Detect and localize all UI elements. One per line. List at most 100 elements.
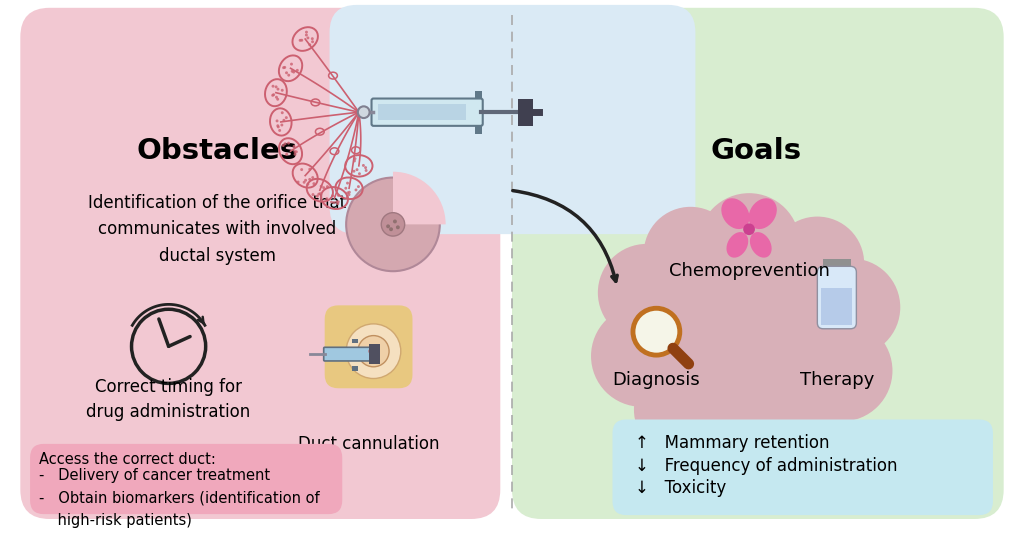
Circle shape	[323, 186, 326, 189]
Circle shape	[275, 96, 278, 99]
Circle shape	[336, 202, 339, 205]
Bar	[823, 259, 851, 270]
Circle shape	[750, 366, 847, 463]
Circle shape	[346, 181, 349, 185]
Text: Identification of the orifice that
communicates with involved
ductal system: Identification of the orifice that commu…	[88, 194, 346, 265]
Text: Duct cannulation: Duct cannulation	[298, 435, 439, 453]
Circle shape	[348, 191, 351, 194]
Circle shape	[591, 305, 692, 407]
Circle shape	[281, 89, 284, 92]
Circle shape	[690, 376, 788, 473]
Circle shape	[598, 244, 695, 341]
Circle shape	[357, 185, 359, 188]
Circle shape	[311, 37, 313, 40]
Circle shape	[306, 37, 309, 39]
Circle shape	[286, 153, 288, 156]
Circle shape	[293, 150, 296, 153]
Circle shape	[296, 69, 299, 72]
Circle shape	[381, 213, 404, 236]
Circle shape	[331, 194, 334, 197]
Circle shape	[311, 193, 314, 196]
Circle shape	[305, 33, 308, 37]
Circle shape	[281, 124, 284, 126]
Text: Correct timing for
drug administration: Correct timing for drug administration	[86, 379, 251, 422]
Circle shape	[290, 63, 293, 65]
Circle shape	[803, 259, 900, 356]
Circle shape	[312, 182, 315, 185]
Circle shape	[361, 164, 365, 167]
Circle shape	[698, 193, 800, 295]
Circle shape	[337, 194, 340, 197]
Circle shape	[393, 219, 397, 224]
Circle shape	[386, 225, 390, 228]
Circle shape	[300, 168, 303, 171]
Circle shape	[276, 124, 280, 127]
Circle shape	[365, 169, 368, 172]
Circle shape	[276, 98, 280, 100]
Circle shape	[357, 335, 389, 367]
Bar	[378, 104, 466, 120]
Circle shape	[274, 85, 278, 89]
Circle shape	[308, 178, 311, 181]
Circle shape	[285, 116, 288, 119]
Circle shape	[681, 259, 817, 395]
Circle shape	[295, 150, 298, 153]
Circle shape	[353, 157, 356, 160]
Circle shape	[306, 183, 309, 186]
Circle shape	[344, 187, 347, 190]
FancyBboxPatch shape	[612, 420, 993, 515]
Circle shape	[291, 70, 294, 73]
Circle shape	[275, 119, 279, 123]
Circle shape	[634, 363, 728, 456]
Circle shape	[319, 185, 323, 188]
Wedge shape	[393, 172, 445, 225]
Circle shape	[330, 200, 333, 204]
Circle shape	[283, 119, 286, 122]
Circle shape	[346, 196, 349, 199]
Bar	[821, 288, 852, 325]
Circle shape	[326, 197, 329, 200]
Circle shape	[644, 207, 737, 300]
Text: ↑   Mammary retention: ↑ Mammary retention	[635, 434, 829, 452]
Circle shape	[315, 194, 318, 198]
Circle shape	[279, 129, 282, 132]
Circle shape	[354, 188, 357, 191]
Circle shape	[285, 71, 288, 74]
Bar	[475, 91, 481, 98]
Text: Obstacles: Obstacles	[137, 137, 298, 165]
Text: ↓   Frequency of administration: ↓ Frequency of administration	[635, 456, 897, 475]
Circle shape	[308, 168, 311, 171]
Circle shape	[287, 141, 290, 145]
FancyBboxPatch shape	[817, 266, 856, 329]
Circle shape	[346, 192, 349, 194]
Circle shape	[284, 66, 286, 69]
Text: Chemoprevention: Chemoprevention	[669, 262, 829, 280]
Circle shape	[355, 168, 358, 171]
Circle shape	[308, 43, 311, 46]
Text: Access the correct duct:: Access the correct duct:	[39, 451, 216, 467]
Circle shape	[293, 145, 296, 148]
Text: Goals: Goals	[711, 137, 802, 165]
Circle shape	[335, 200, 338, 204]
Circle shape	[389, 227, 393, 231]
Circle shape	[326, 185, 329, 188]
Ellipse shape	[726, 232, 749, 258]
Ellipse shape	[749, 198, 777, 229]
Circle shape	[284, 142, 287, 145]
Circle shape	[318, 192, 322, 195]
Circle shape	[396, 225, 399, 229]
FancyBboxPatch shape	[20, 8, 501, 519]
Circle shape	[347, 193, 350, 196]
Ellipse shape	[721, 198, 750, 229]
Circle shape	[271, 94, 274, 97]
FancyBboxPatch shape	[324, 347, 372, 361]
Circle shape	[272, 93, 275, 96]
FancyBboxPatch shape	[512, 8, 1004, 519]
Circle shape	[352, 170, 355, 173]
Circle shape	[271, 85, 274, 87]
Circle shape	[633, 308, 680, 355]
FancyBboxPatch shape	[325, 305, 413, 388]
Circle shape	[276, 87, 280, 91]
Circle shape	[743, 224, 755, 235]
FancyBboxPatch shape	[30, 444, 342, 514]
